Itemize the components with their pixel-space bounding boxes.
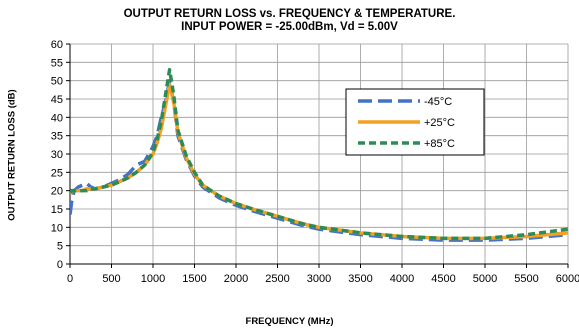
chart-title: OUTPUT RETURN LOSS vs. FREQUENCY & TEMPE… bbox=[123, 8, 456, 20]
x-axis-label: FREQUENCY (MHz) bbox=[245, 316, 334, 327]
x-tick-label: 2500 bbox=[265, 273, 289, 285]
y-tick-label: 0 bbox=[57, 259, 63, 271]
x-tick-label: 5500 bbox=[514, 273, 538, 285]
y-tick-label: 25 bbox=[51, 167, 63, 179]
x-tick-label: 2000 bbox=[224, 273, 248, 285]
y-tick-label: 15 bbox=[51, 204, 63, 216]
x-tick-label: 3500 bbox=[348, 273, 372, 285]
x-tick-label: 1500 bbox=[182, 273, 206, 285]
series-line-3 bbox=[70, 67, 568, 241]
x-tick-label: 3000 bbox=[307, 273, 331, 285]
y-tick-label: 50 bbox=[51, 76, 63, 88]
x-tick-label: 4500 bbox=[431, 273, 455, 285]
x-tick-label: 5000 bbox=[473, 273, 497, 285]
y-tick-label: 30 bbox=[51, 149, 63, 161]
x-tick-label: 1000 bbox=[141, 273, 165, 285]
legend-label: -45°C bbox=[424, 96, 452, 108]
y-tick-label: 55 bbox=[51, 57, 63, 69]
x-tick-label: 0 bbox=[67, 273, 73, 285]
x-tick-label: 500 bbox=[102, 273, 120, 285]
x-tick-label: 4000 bbox=[390, 273, 414, 285]
y-tick-label: 10 bbox=[51, 222, 63, 234]
chart-subtitle: INPUT POWER = -25.00dBm, Vd = 5.00V bbox=[181, 21, 398, 33]
y-tick-label: 60 bbox=[51, 39, 63, 51]
legend-label: +85°C bbox=[424, 138, 455, 150]
y-tick-label: 35 bbox=[51, 131, 63, 143]
legend-label: +25°C bbox=[424, 117, 455, 129]
y-tick-label: 20 bbox=[51, 186, 63, 198]
y-tick-label: 45 bbox=[51, 94, 63, 106]
x-tick-label: 6000 bbox=[556, 273, 579, 285]
y-tick-label: 40 bbox=[51, 112, 63, 124]
y-tick-label: 5 bbox=[57, 241, 63, 253]
